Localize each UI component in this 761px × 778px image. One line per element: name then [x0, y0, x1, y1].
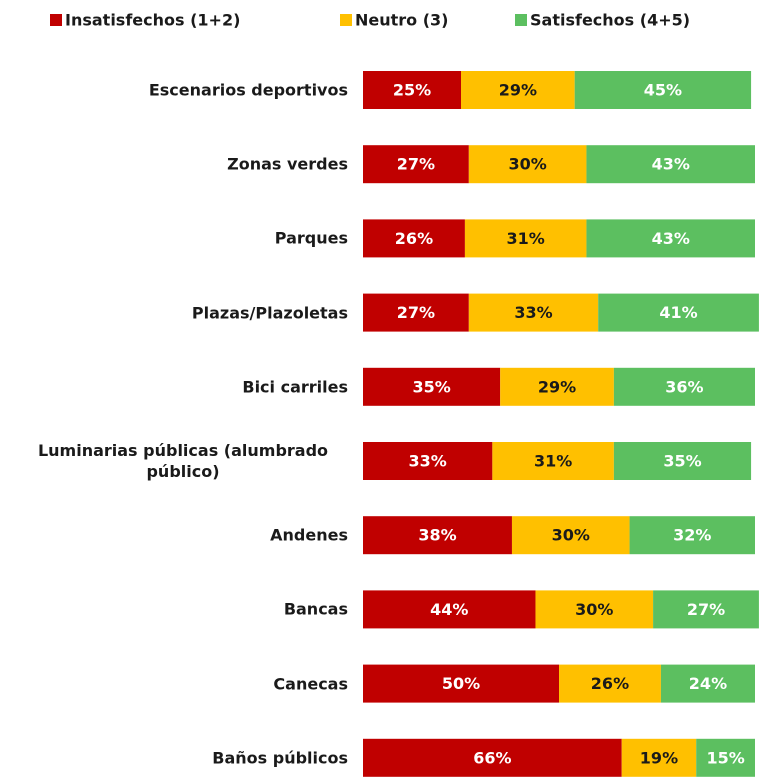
value-label: 43%: [652, 229, 690, 248]
value-label: 32%: [673, 526, 711, 545]
category-label: Baños públicos: [212, 748, 348, 768]
legend-swatch: [340, 14, 352, 26]
bar-segment: [586, 219, 755, 258]
category-label: Parques: [274, 228, 348, 248]
bar-segment: [363, 738, 622, 777]
value-label: 66%: [473, 748, 511, 767]
bar-segment: [500, 367, 614, 406]
bar-segment: [468, 145, 587, 184]
legend-swatch: [515, 14, 527, 26]
bar-segment: [363, 442, 493, 480]
value-label: 31%: [534, 452, 572, 471]
value-label: 27%: [397, 303, 435, 322]
value-label: 27%: [397, 155, 435, 174]
bar-segment: [613, 442, 752, 480]
bar-segment: [468, 293, 599, 332]
value-label: 50%: [442, 674, 480, 693]
value-label: 26%: [395, 229, 433, 248]
bar-segment: [629, 516, 755, 555]
category-label: Bancas: [283, 599, 348, 619]
bar-segment: [363, 590, 536, 629]
value-label: 38%: [418, 526, 456, 545]
bar-segment: [586, 145, 755, 184]
legend-label: Insatisfechos (1+2): [65, 11, 240, 30]
category-label: Andenes: [270, 525, 348, 545]
bar-segment: [511, 516, 630, 555]
value-label: 30%: [508, 155, 546, 174]
value-label: 36%: [665, 377, 703, 396]
category-label: Canecas: [273, 674, 348, 694]
value-label: 44%: [430, 600, 468, 619]
value-label: 15%: [706, 748, 744, 767]
bar-segment: [621, 738, 697, 777]
bar-segment: [535, 590, 654, 629]
value-label: 33%: [514, 303, 552, 322]
bar-segment: [492, 442, 614, 480]
bar-segment: [696, 738, 755, 777]
bar-segment: [363, 367, 501, 406]
value-label: 27%: [687, 600, 725, 619]
bar-segment: [363, 71, 461, 109]
value-label: 33%: [409, 452, 447, 471]
bar-segment: [363, 293, 469, 332]
bar-segment: [363, 664, 559, 703]
category-label: Zonas verdes: [227, 154, 348, 174]
value-label: 35%: [663, 452, 701, 471]
bar-segment: [660, 664, 755, 703]
value-label: 43%: [652, 155, 690, 174]
category-label: Escenarios deportivos: [148, 80, 348, 100]
value-label: 41%: [659, 303, 697, 322]
bar-segment: [464, 219, 587, 258]
bar-segment: [653, 590, 759, 629]
value-label: 26%: [591, 674, 629, 693]
value-label: 45%: [644, 81, 682, 100]
value-label: 25%: [393, 81, 431, 100]
bar-segment: [363, 219, 465, 258]
value-label: 29%: [499, 81, 537, 100]
bar-segment: [363, 516, 512, 555]
bar-segment: [598, 293, 759, 332]
value-label: 29%: [538, 377, 576, 396]
category-label: Luminarias públicas (alumbrado público): [37, 441, 329, 481]
category-label: Plazas/Plazoletas: [191, 303, 348, 323]
category-label: Bici carriles: [242, 377, 348, 397]
bar-segment: [461, 71, 575, 109]
value-label: 31%: [507, 229, 545, 248]
bar-segment: [363, 145, 469, 184]
legend-label: Satisfechos (4+5): [530, 11, 690, 30]
value-label: 35%: [412, 377, 450, 396]
legend-label: Neutro (3): [355, 11, 449, 30]
value-label: 30%: [552, 526, 590, 545]
value-label: 30%: [575, 600, 613, 619]
legend-swatch: [50, 14, 62, 26]
value-label: 19%: [640, 748, 678, 767]
bar-segment: [613, 367, 755, 406]
bar-segment: [559, 664, 661, 703]
value-label: 24%: [689, 674, 727, 693]
bar-segment: [574, 71, 752, 109]
